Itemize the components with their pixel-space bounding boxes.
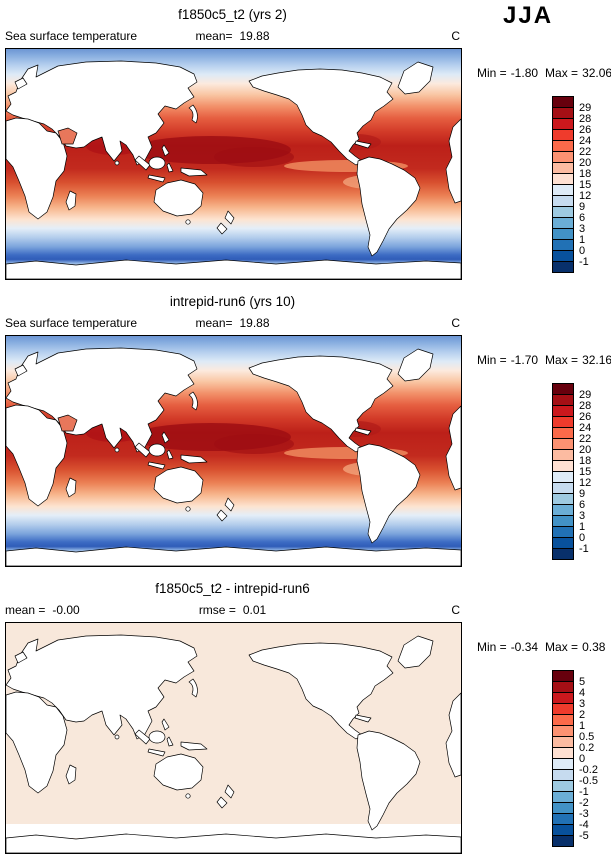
stat-row: Sea surface temperature mean= 19.88 C [5,29,460,43]
mean-stat: mean= 19.88 [195,316,269,330]
minmax-stats: Min = -0.34 Max = 0.38 [477,640,605,654]
mean-value: 19.88 [239,29,270,43]
difference-map [5,622,462,854]
colorbar-tick-label: 26 [579,123,592,136]
colorbar-tick-label: -1 [579,542,589,555]
difference-colorbar: 5 4 3 2 1 0.5 0.2 0 -0.2 -0.5 -1 -2 -3 -4 -5 [552,670,598,847]
units-label: C [451,603,460,617]
min-value: -1.70 [510,353,539,367]
sst-map-model-1 [5,48,462,280]
colorbar-tick-label: -1 [579,255,589,268]
colorbar-tick-label: 20 [579,443,592,456]
stat-row: Sea surface temperature mean= 19.88 C [5,316,460,330]
season-label: JJA [503,2,554,29]
colorbar-tick-label: 12 [579,189,592,202]
colorbar-tick-label: 28 [579,399,592,412]
colorbar-tick-label: 3 [579,697,586,710]
colorbar-tick-label: 3 [579,509,586,522]
rmse-label: rmse = [198,603,236,617]
max-label: Max = [545,66,579,80]
rmse-value: 0.01 [242,603,267,617]
min-value: -0.34 [510,640,539,654]
min-label: Min = [477,353,507,367]
panel-model-case: f1850c5_t2 (yrs 2) Sea surface temperatu… [0,0,611,287]
colorbar-tick-label: 3 [579,222,586,235]
max-value: 32.16 [582,353,611,367]
colorbar-tick-label: 26 [579,410,592,423]
colorbar-tick-label: -5 [579,829,589,842]
stat-left-label: Sea surface temperature [5,316,138,330]
max-value: 32.06 [582,66,611,80]
stat-left-label: mean = [5,603,46,617]
colorbar-tick-label: 4 [579,686,586,699]
colorbar-tick-label: 20 [579,156,592,169]
mean-label: mean= [195,316,233,330]
colorbar-segment [552,261,574,273]
colorbar-tick-label: 18 [579,454,592,467]
temperature-colorbar-2: 29 28 26 24 22 20 18 15 12 9 6 3 1 0 -1 [552,383,591,560]
min-label: Min = [477,66,507,80]
colorbar-segment [552,548,574,560]
colorbar-tick-label: 9 [579,200,586,213]
panel-title: f1850c5_t2 (yrs 2) [178,7,287,22]
stat-left-value: -0.00 [52,603,80,617]
variable-label: Sea surface temperature [5,316,195,330]
temperature-colorbar-1: 29 28 26 24 22 20 18 15 12 9 6 3 1 0 -1 [552,96,591,273]
colorbar-tick-label: -2 [579,796,589,809]
panel-title: f1850c5_t2 - intrepid-run6 [155,581,310,596]
min-label: Min = [477,640,507,654]
colorbar-tick-label: 6 [579,498,586,511]
colorbar-tick-label: -3 [579,807,589,820]
min-value: -1.80 [510,66,539,80]
colorbar-tick-label: 5 [579,675,586,688]
variable-label: Sea surface temperature [5,29,195,43]
sst-map-model-2 [5,335,462,567]
colorbar-tick-label: 15 [579,465,592,478]
colorbar-tick-label: 1 [579,520,586,533]
colorbar-tick-label: 28 [579,112,592,125]
mean-stat: mean = -0.00 [5,603,199,617]
colorbar-tick-label: 1 [579,719,586,732]
mean-label: mean= [195,29,233,43]
colorbar-tick-label: 0.5 [579,730,595,743]
colorbar-tick-label: 9 [579,487,586,500]
colorbar-tick-label: 29 [579,388,592,401]
stat-left-label: Sea surface temperature [5,29,138,43]
minmax-stats: Min = -1.70 Max = 32.16 [477,353,611,367]
stat-row: mean = -0.00 rmse = 0.01 C [5,603,460,617]
colorbar-tick-label: 22 [579,145,592,158]
panel-reference-case: intrepid-run6 (yrs 10) Sea surface tempe… [0,287,611,574]
rmse-stat: rmse = 0.01 [199,603,266,617]
minmax-stats: Min = -1.80 Max = 32.06 [477,66,611,80]
colorbar-tick-label: 29 [579,101,592,114]
colorbar-tick-label: 15 [579,178,592,191]
colorbar-tick-label: 0 [579,752,586,765]
colorbar-tick-label: 22 [579,432,592,445]
mean-stat: mean= 19.88 [195,29,269,43]
colorbar-tick-label: -1 [579,785,589,798]
max-label: Max = [545,640,579,654]
max-label: Max = [545,353,579,367]
colorbar-tick-label: 1 [579,233,586,246]
units-label: C [451,316,460,330]
colorbar-tick-label: -4 [579,818,589,831]
colorbar-tick-label: 24 [579,134,592,147]
colorbar-segment [552,835,574,847]
colorbar-tick-label: 12 [579,476,592,489]
colorbar-tick-label: 2 [579,708,586,721]
units-label: C [451,29,460,43]
colorbar-tick-label: -0.2 [579,763,598,776]
panel-title: intrepid-run6 (yrs 10) [169,294,296,309]
max-value: 0.38 [582,640,606,654]
colorbar-tick-label: 0 [579,244,586,257]
colorbar-tick-label: -0.5 [579,774,598,787]
colorbar-tick-label: 24 [579,421,592,434]
mean-value: 19.88 [239,316,270,330]
panel-difference: f1850c5_t2 - intrepid-run6 mean = -0.00 r… [0,574,611,861]
colorbar-tick-label: 0 [579,531,586,544]
colorbar-tick-label: 0.2 [579,741,595,754]
colorbar-tick-label: 18 [579,167,592,180]
colorbar-tick-label: 6 [579,211,586,224]
